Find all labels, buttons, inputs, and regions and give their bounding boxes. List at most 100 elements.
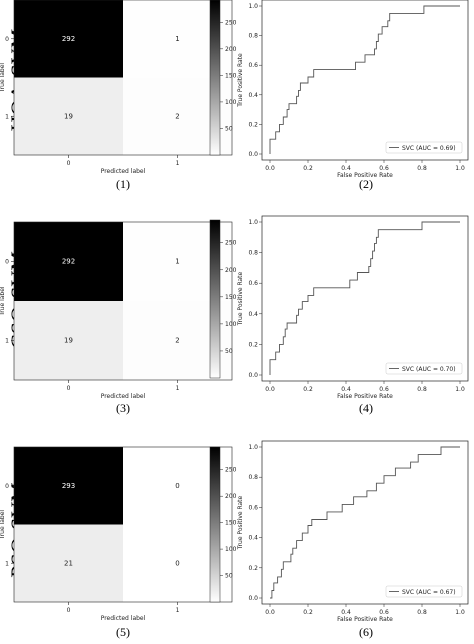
confusion-matrix: 293 0 21 0 0 1 0 1 Predicted label True label: [0, 446, 233, 622]
cm-cell: [14, 447, 123, 525]
roc-legend: SVC (AUC = 0.69): [385, 141, 463, 154]
cm-xlabel: Predicted label: [101, 393, 146, 400]
colorbar-scale: [209, 0, 221, 156]
roc-xlabel: False Positive Rate: [337, 393, 393, 400]
cm-value: 292: [62, 35, 75, 43]
cm-ytick-label: 1: [5, 560, 9, 567]
cm-value: 292: [62, 258, 75, 266]
roc-ytick-label: 1.0: [248, 219, 258, 226]
cm-ylabel: True label: [0, 286, 6, 316]
confusion-matrix: 292 1 19 2 0 1 0 1 Predicted label True label: [0, 221, 233, 400]
cm-frame: [13, 446, 233, 603]
colorbar-scale: [209, 219, 221, 379]
roc-curve: [269, 221, 460, 375]
panel-caption: (4): [359, 401, 373, 415]
cm-frame: [13, 221, 233, 381]
roc-frame: [261, 440, 469, 605]
colorbar-tick-label: 200: [225, 267, 237, 274]
roc-ylabel: True Positive Rate: [237, 495, 244, 550]
roc-ytick-label: 0.8: [248, 474, 258, 481]
cm-ytick-label: 0: [5, 483, 9, 490]
cm-cell: [14, 524, 123, 602]
panel-caption: (5): [116, 625, 130, 639]
colorbar-tick-label: 250: [225, 467, 237, 474]
roc-xtick-label: 0.6: [379, 609, 389, 616]
roc-xtick-label: 0.0: [265, 386, 275, 393]
panel-caption: (3): [116, 401, 130, 415]
roc-legend-label: SVC (AUC = 0.70): [402, 366, 456, 373]
colorbar-scale: [209, 446, 221, 603]
roc-ylabel: True Positive Rate: [237, 271, 244, 326]
roc-ytick-label: 0.0: [248, 595, 258, 602]
roc-xtick-label: 1.0: [455, 609, 465, 616]
roc-ytick-label: 0.2: [248, 565, 258, 572]
cm-frame: [13, 0, 233, 156]
cm-value: 293: [62, 482, 75, 490]
colorbar-tick-label: 50: [225, 573, 233, 580]
panel-caption: (1): [116, 177, 130, 191]
colorbar-tick-label: 200: [225, 493, 237, 500]
cm-ytick-label: 0: [5, 259, 9, 266]
colorbar-tick-label: 150: [225, 294, 237, 301]
colorbar-tick-label: 250: [225, 240, 237, 247]
cm-xtick-label: 0: [67, 385, 71, 392]
cm-value: 19: [64, 337, 73, 345]
colorbar-tick-label: 100: [225, 321, 237, 328]
roc-xtick-label: 0.8: [417, 386, 427, 393]
roc-ytick-label: 0.8: [248, 33, 258, 40]
roc-xtick-label: 0.2: [303, 165, 313, 172]
roc-xtick-label: 0.2: [303, 386, 313, 393]
cm-value: 0: [175, 559, 179, 567]
roc-legend-box: [385, 585, 463, 598]
cm-xtick-label: 0: [67, 160, 71, 167]
cm-value: 2: [175, 337, 179, 345]
colorbar-tick-label: 100: [225, 546, 237, 553]
cm-xlabel: Predicted label: [101, 615, 146, 622]
roc-ytick-label: 0.6: [248, 280, 258, 287]
cm-ytick-label: 1: [5, 113, 9, 120]
cm-ylabel: True label: [0, 63, 6, 93]
cm-value: 1: [175, 258, 179, 266]
roc-ytick-label: 0.6: [248, 62, 258, 69]
cm-value: 0: [175, 482, 179, 490]
cm-ytick-label: 0: [5, 36, 9, 43]
roc-legend: SVC (AUC = 0.67): [385, 585, 463, 598]
roc-legend: SVC (AUC = 0.70): [385, 362, 463, 375]
roc-ytick-label: 0.6: [248, 504, 258, 511]
roc-xtick-label: 0.0: [265, 609, 275, 616]
roc-xtick-label: 0.8: [417, 609, 427, 616]
roc-legend-label: SVC (AUC = 0.69): [402, 145, 456, 152]
cm-xlabel: Predicted label: [101, 168, 146, 175]
cm-ylabel: True label: [0, 510, 6, 540]
roc-ytick-label: 0.0: [248, 372, 258, 379]
cm-xtick-label: 1: [176, 607, 180, 614]
colorbar-tick-label: 50: [225, 125, 233, 132]
cm-value: 1: [175, 35, 179, 43]
roc-ytick-label: 1.0: [248, 444, 258, 451]
roc-frame: [261, 215, 469, 382]
roc-curve: [270, 446, 460, 599]
roc-legend-box: [385, 362, 463, 375]
roc-legend-box: [385, 141, 463, 154]
roc-xtick-label: 1.0: [455, 165, 465, 172]
roc-ytick-label: 1.0: [248, 3, 258, 10]
roc-ytick-label: 0.4: [248, 311, 258, 318]
colorbar-tick-label: 200: [225, 46, 237, 53]
roc-xtick-label: 0.4: [341, 165, 351, 172]
roc-xtick-label: 0.2: [303, 609, 313, 616]
colorbar-tick-label: 250: [225, 19, 237, 26]
roc-xtick-label: 0.6: [379, 165, 389, 172]
roc-ytick-label: 0.4: [248, 535, 258, 542]
roc-xtick-label: 0.4: [341, 386, 351, 393]
cm-xtick-label: 0: [67, 607, 71, 614]
roc-xtick-label: 0.4: [341, 609, 351, 616]
cm-xtick-label: 1: [176, 385, 180, 392]
roc-xtick-label: 0.6: [379, 386, 389, 393]
colorbar: 50 100 150 200 250: [209, 0, 237, 156]
roc-plot: 0.0 0.0 0.2 0.2 0.4 0.4 0.6 0.6 0.8 0.8 1.0 1.0 Fals…: [237, 215, 469, 400]
cm-xtick-label: 1: [176, 160, 180, 167]
colorbar-tick-label: 100: [225, 99, 237, 106]
cm-ytick-label: 1: [5, 338, 9, 345]
colorbar-tick-label: 150: [225, 72, 237, 79]
